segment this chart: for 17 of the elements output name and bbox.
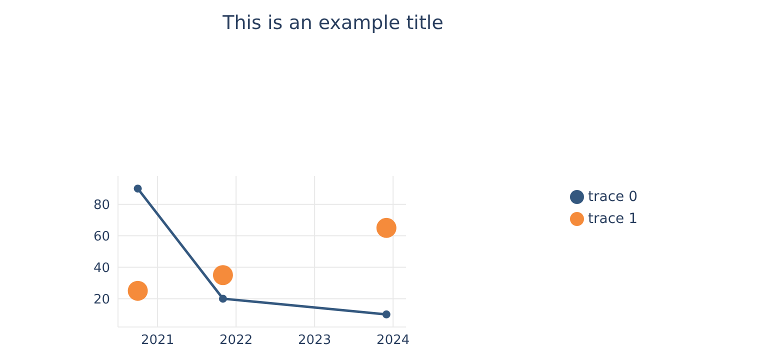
y-tick-label: 80: [93, 198, 110, 213]
point: [382, 310, 390, 318]
point: [218, 294, 227, 303]
x-tick-label: 2024: [376, 333, 410, 348]
y-tick-label: 40: [93, 260, 110, 276]
point: [212, 265, 233, 286]
point: [128, 280, 148, 301]
point: [134, 184, 142, 193]
x-tick-label: 2022: [220, 333, 253, 348]
chart-title: This is an example title: [222, 12, 444, 34]
legend-label: trace 0: [588, 189, 638, 205]
x-tick-label: 2023: [298, 333, 332, 348]
y-tick-label: 20: [93, 292, 110, 308]
x-tick-label: 2021: [141, 333, 174, 348]
point: [376, 218, 396, 238]
legend-label: trace 1: [588, 211, 638, 227]
y-tick-label: 60: [93, 229, 110, 244]
